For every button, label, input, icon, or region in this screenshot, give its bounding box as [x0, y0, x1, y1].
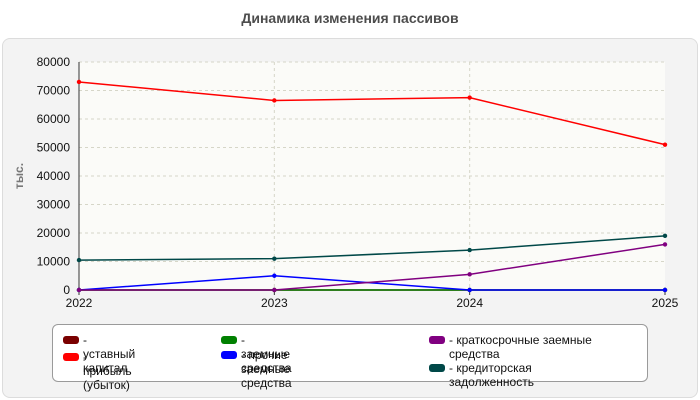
- x-tick-label: 2025: [652, 296, 679, 310]
- data-point: [272, 287, 277, 293]
- data-point: [272, 273, 277, 278]
- y-axis-label: тыс.: [12, 163, 26, 189]
- legend-label: - краткосрочные заемные средства: [449, 333, 592, 361]
- chart-legend: - уставный капитал - прибыль (убыток) - …: [52, 324, 648, 392]
- legend-swatch: [63, 353, 79, 361]
- x-tick-label: 2023: [261, 296, 288, 310]
- legend-swatch: [429, 364, 445, 372]
- data-point: [272, 98, 277, 103]
- legend-swatch: [221, 351, 237, 359]
- legend-label: - уставный капитал: [83, 333, 136, 375]
- data-point: [467, 95, 472, 100]
- series-line-4: [79, 243, 666, 291]
- legend-label: - прочие заемные средства: [241, 348, 292, 390]
- y-tick-label: 0: [63, 283, 70, 297]
- x-tick-label: 2022: [66, 296, 93, 310]
- y-tick-label: 80000: [37, 55, 71, 69]
- data-point: [467, 287, 472, 293]
- data-point: [272, 256, 277, 261]
- series-line-5: [78, 235, 666, 261]
- data-point: [662, 142, 668, 147]
- data-point: [662, 242, 668, 247]
- y-tick-label: 40000: [37, 169, 71, 183]
- legend-swatch: [429, 336, 445, 344]
- legend-swatch: [63, 336, 79, 344]
- data-point: [76, 257, 82, 263]
- y-tick-label: 30000: [37, 198, 71, 212]
- data-point: [662, 233, 668, 239]
- y-tick-label: 10000: [37, 255, 71, 269]
- chart-title: Динамика изменения пассивов: [241, 10, 459, 26]
- legend-label: - кредиторская задолженность: [449, 361, 534, 389]
- data-point: [467, 247, 472, 253]
- data-point: [662, 287, 668, 293]
- data-point: [76, 79, 82, 85]
- y-tick-label: 20000: [37, 226, 71, 240]
- y-tick-label: 60000: [37, 112, 71, 126]
- y-tick-label: 70000: [37, 84, 71, 98]
- series-line-1: [78, 81, 666, 146]
- x-tick-label: 2024: [456, 296, 483, 310]
- y-tick-label: 50000: [37, 141, 71, 155]
- legend-swatch: [221, 336, 237, 344]
- legend-label: - прибыль (убыток): [83, 350, 132, 392]
- legend-label: - заемные средства: [241, 333, 292, 375]
- data-point: [76, 287, 82, 293]
- data-point: [467, 272, 472, 277]
